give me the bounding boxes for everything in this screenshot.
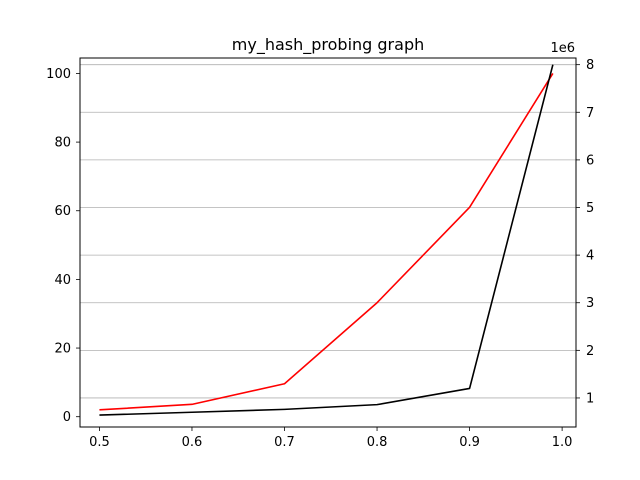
x-tick-label-0: 0.5 bbox=[89, 435, 110, 450]
y-right-tick-label-5: 6 bbox=[586, 153, 594, 168]
y-right-tick-label-0: 1 bbox=[586, 391, 594, 406]
x-axis: 0.5 0.6 0.7 0.8 0.9 1.0 bbox=[89, 427, 572, 450]
y-right-tick-label-1: 2 bbox=[586, 344, 594, 359]
x-tick-label-2: 0.7 bbox=[274, 435, 295, 450]
y-right-axis: 1 2 3 4 5 6 7 8 bbox=[576, 58, 594, 406]
x-tick-label-3: 0.8 bbox=[367, 435, 388, 450]
y-right-tick-label-6: 7 bbox=[586, 106, 594, 121]
grid-lines bbox=[80, 64, 576, 399]
x-tick-label-5: 1.0 bbox=[552, 435, 573, 450]
y-right-tick-label-3: 4 bbox=[586, 249, 594, 264]
y-left-tick-label-1: 20 bbox=[54, 342, 71, 357]
x-tick-label-4: 0.9 bbox=[459, 435, 480, 450]
chart-title: my_hash_probing graph bbox=[232, 35, 424, 55]
y-left-axis: 0 20 40 60 80 100 bbox=[46, 67, 80, 425]
y-right-tick-label-4: 5 bbox=[586, 201, 594, 216]
y-right-offset-label: 1e6 bbox=[550, 41, 575, 56]
y-left-tick-label-5: 100 bbox=[46, 67, 71, 82]
x-tick-label-1: 0.6 bbox=[182, 435, 203, 450]
series-line-0 bbox=[99, 73, 554, 411]
plot-frame bbox=[79, 57, 577, 428]
series-layer bbox=[99, 64, 554, 416]
y-left-tick-label-3: 60 bbox=[54, 204, 71, 219]
y-left-tick-label-4: 80 bbox=[54, 136, 71, 151]
y-right-tick-label-7: 8 bbox=[586, 58, 594, 73]
series-line-1 bbox=[99, 64, 554, 416]
y-left-tick-label-2: 40 bbox=[54, 273, 71, 288]
y-right-tick-label-2: 3 bbox=[586, 296, 594, 311]
y-left-tick-label-0: 0 bbox=[63, 410, 71, 425]
